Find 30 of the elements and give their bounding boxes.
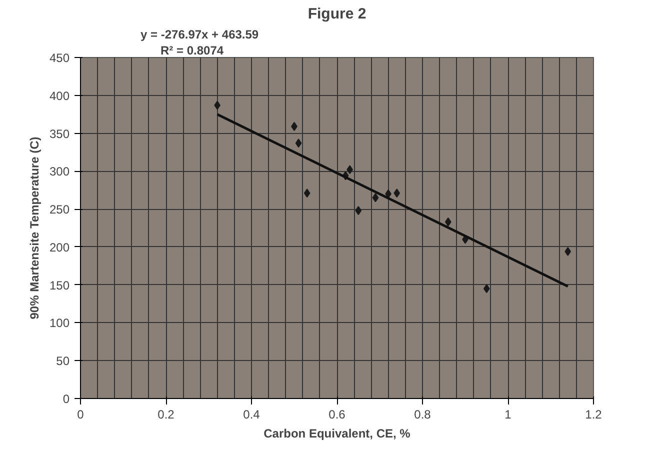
point (304, 188, 310, 198)
x-axis-title: Carbon Equivalent, CE, % (264, 426, 411, 440)
y-tick-label: 150 (49, 278, 70, 292)
x-tick-label: 0.6 (328, 408, 346, 422)
y-tick-label: 250 (49, 202, 70, 217)
y-tick-label: 200 (49, 240, 70, 254)
point (372, 193, 379, 202)
x-tick-label: 0.2 (158, 408, 175, 422)
y-tick-label: 450 (49, 51, 70, 65)
y-axis-title: 90% Martensite Temperature (C) (27, 136, 42, 320)
x-tick-label: 0 (77, 408, 84, 422)
y-tick-label: 100 (49, 316, 70, 330)
x-tick-label: 1 (504, 408, 512, 422)
point (444, 217, 452, 226)
x-tick-label: 1.2 (585, 408, 602, 422)
x-tick-label: 0.4 (243, 408, 260, 422)
y-tick-label: 350 (49, 126, 70, 141)
y-tick-label: 50 (56, 354, 70, 368)
y-tick-label: 300 (49, 164, 70, 179)
y-tick-label: 0 (62, 392, 70, 406)
point (564, 246, 572, 256)
text: R² = 0.8074 (160, 44, 224, 58)
point (295, 138, 302, 148)
point (355, 206, 362, 216)
point (394, 188, 400, 198)
x-tick-label: 0.8 (414, 408, 432, 422)
text: y = -276.97x + 463.59 (140, 28, 259, 42)
point (483, 284, 490, 294)
chart-title: Figure 2 (308, 6, 366, 22)
y-tick-label: 400 (49, 88, 70, 103)
